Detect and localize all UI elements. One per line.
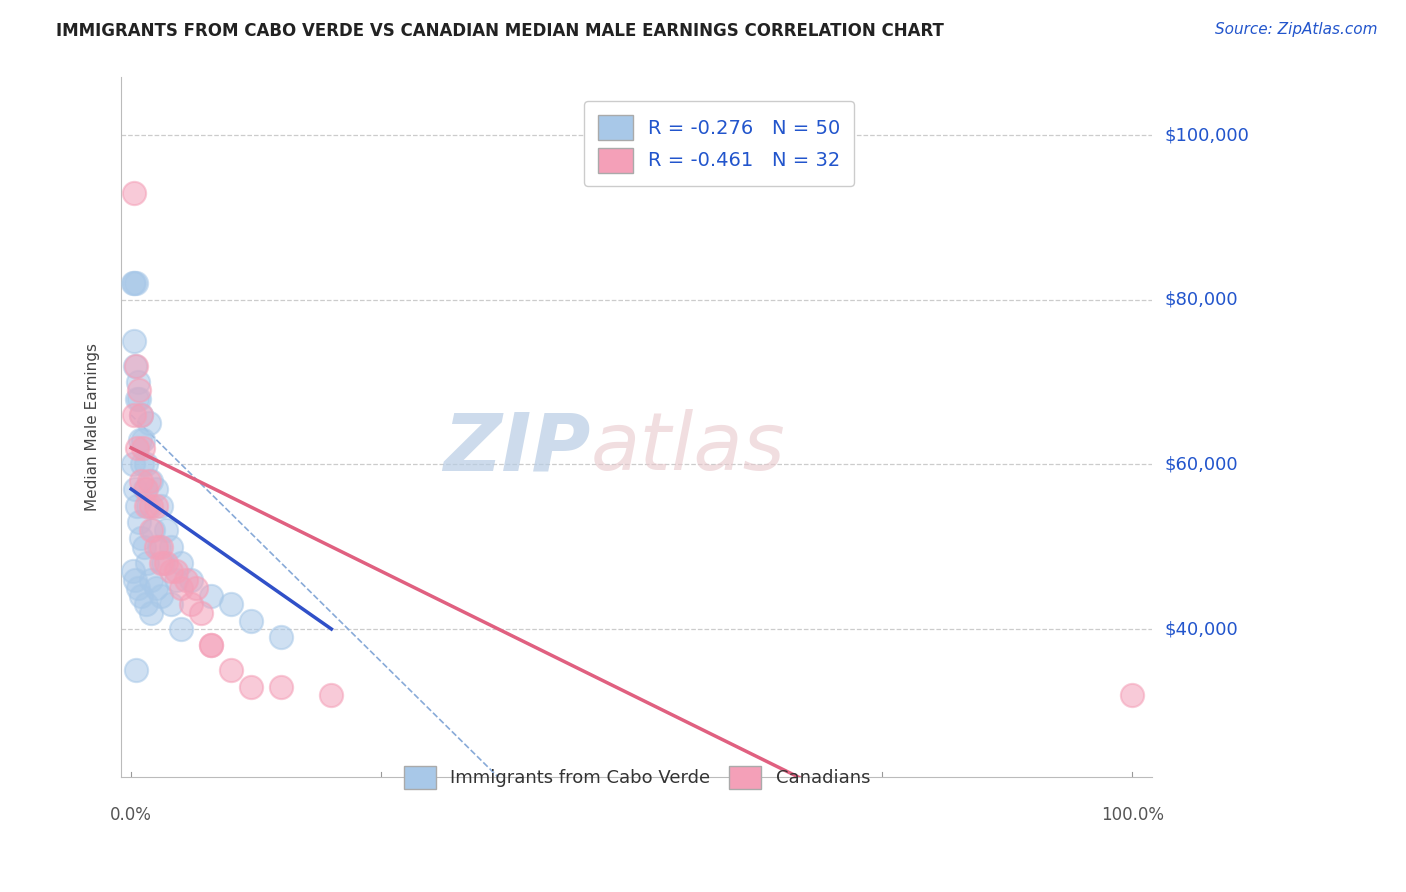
Point	[129, 474, 152, 488]
Text: 0.0%: 0.0%	[110, 806, 152, 824]
Point	[142, 523, 165, 537]
Point	[219, 663, 242, 677]
Point	[150, 556, 173, 570]
Point	[145, 499, 167, 513]
Point	[122, 186, 145, 200]
Point	[129, 589, 152, 603]
Point	[190, 606, 212, 620]
Point	[160, 597, 183, 611]
Point	[129, 532, 152, 546]
Point	[321, 688, 343, 702]
Point	[125, 359, 148, 373]
Point	[270, 680, 292, 694]
Text: Source: ZipAtlas.com: Source: ZipAtlas.com	[1215, 22, 1378, 37]
Point	[124, 573, 146, 587]
Point	[240, 680, 263, 694]
Point	[145, 482, 167, 496]
Point	[141, 606, 163, 620]
Point	[165, 573, 187, 587]
Point	[127, 392, 149, 406]
Text: $40,000: $40,000	[1164, 620, 1239, 638]
Point	[270, 630, 292, 644]
Point	[122, 277, 145, 291]
Point	[155, 556, 177, 570]
Point	[128, 384, 150, 398]
Point	[127, 581, 149, 595]
Point	[145, 581, 167, 595]
Point	[240, 614, 263, 628]
Text: atlas: atlas	[591, 409, 785, 487]
Legend: Immigrants from Cabo Verde, Canadians: Immigrants from Cabo Verde, Canadians	[396, 758, 877, 797]
Text: 100.0%: 100.0%	[1101, 806, 1164, 824]
Point	[141, 474, 163, 488]
Point	[200, 589, 222, 603]
Point	[124, 482, 146, 496]
Point	[138, 474, 160, 488]
Point	[155, 523, 177, 537]
Point	[141, 573, 163, 587]
Point	[138, 416, 160, 430]
Point	[200, 639, 222, 653]
Point	[125, 277, 148, 291]
Point	[180, 597, 202, 611]
Point	[180, 573, 202, 587]
Point	[125, 663, 148, 677]
Point	[135, 458, 157, 472]
Point	[145, 540, 167, 554]
Point	[132, 441, 155, 455]
Point	[128, 515, 150, 529]
Point	[152, 556, 174, 570]
Point	[174, 573, 197, 587]
Point	[170, 581, 193, 595]
Point	[129, 433, 152, 447]
Point	[122, 408, 145, 422]
Point	[124, 359, 146, 373]
Point	[135, 597, 157, 611]
Point	[131, 458, 153, 472]
Point	[165, 565, 187, 579]
Point	[134, 540, 156, 554]
Point	[132, 433, 155, 447]
Point	[219, 597, 242, 611]
Text: $80,000: $80,000	[1164, 291, 1239, 309]
Point	[129, 408, 152, 422]
Point	[127, 499, 149, 513]
Point	[1121, 688, 1143, 702]
Point	[122, 277, 145, 291]
Point	[122, 458, 145, 472]
Point	[150, 540, 173, 554]
Point	[135, 482, 157, 496]
Point	[150, 499, 173, 513]
Point	[200, 639, 222, 653]
Point	[170, 556, 193, 570]
Point	[122, 565, 145, 579]
Point	[148, 540, 170, 554]
Point	[150, 589, 173, 603]
Point	[127, 441, 149, 455]
Text: $60,000: $60,000	[1164, 455, 1239, 474]
Y-axis label: Median Male Earnings: Median Male Earnings	[86, 343, 100, 511]
Point	[128, 392, 150, 406]
Text: ZIP: ZIP	[443, 409, 591, 487]
Point	[170, 622, 193, 636]
Point	[134, 482, 156, 496]
Point	[141, 499, 163, 513]
Point	[129, 408, 152, 422]
Text: $100,000: $100,000	[1164, 126, 1250, 145]
Point	[127, 375, 149, 389]
Point	[122, 334, 145, 348]
Point	[136, 499, 159, 513]
Point	[135, 499, 157, 513]
Point	[186, 581, 208, 595]
Point	[160, 540, 183, 554]
Text: IMMIGRANTS FROM CABO VERDE VS CANADIAN MEDIAN MALE EARNINGS CORRELATION CHART: IMMIGRANTS FROM CABO VERDE VS CANADIAN M…	[56, 22, 943, 40]
Point	[160, 565, 183, 579]
Point	[141, 523, 163, 537]
Point	[136, 556, 159, 570]
